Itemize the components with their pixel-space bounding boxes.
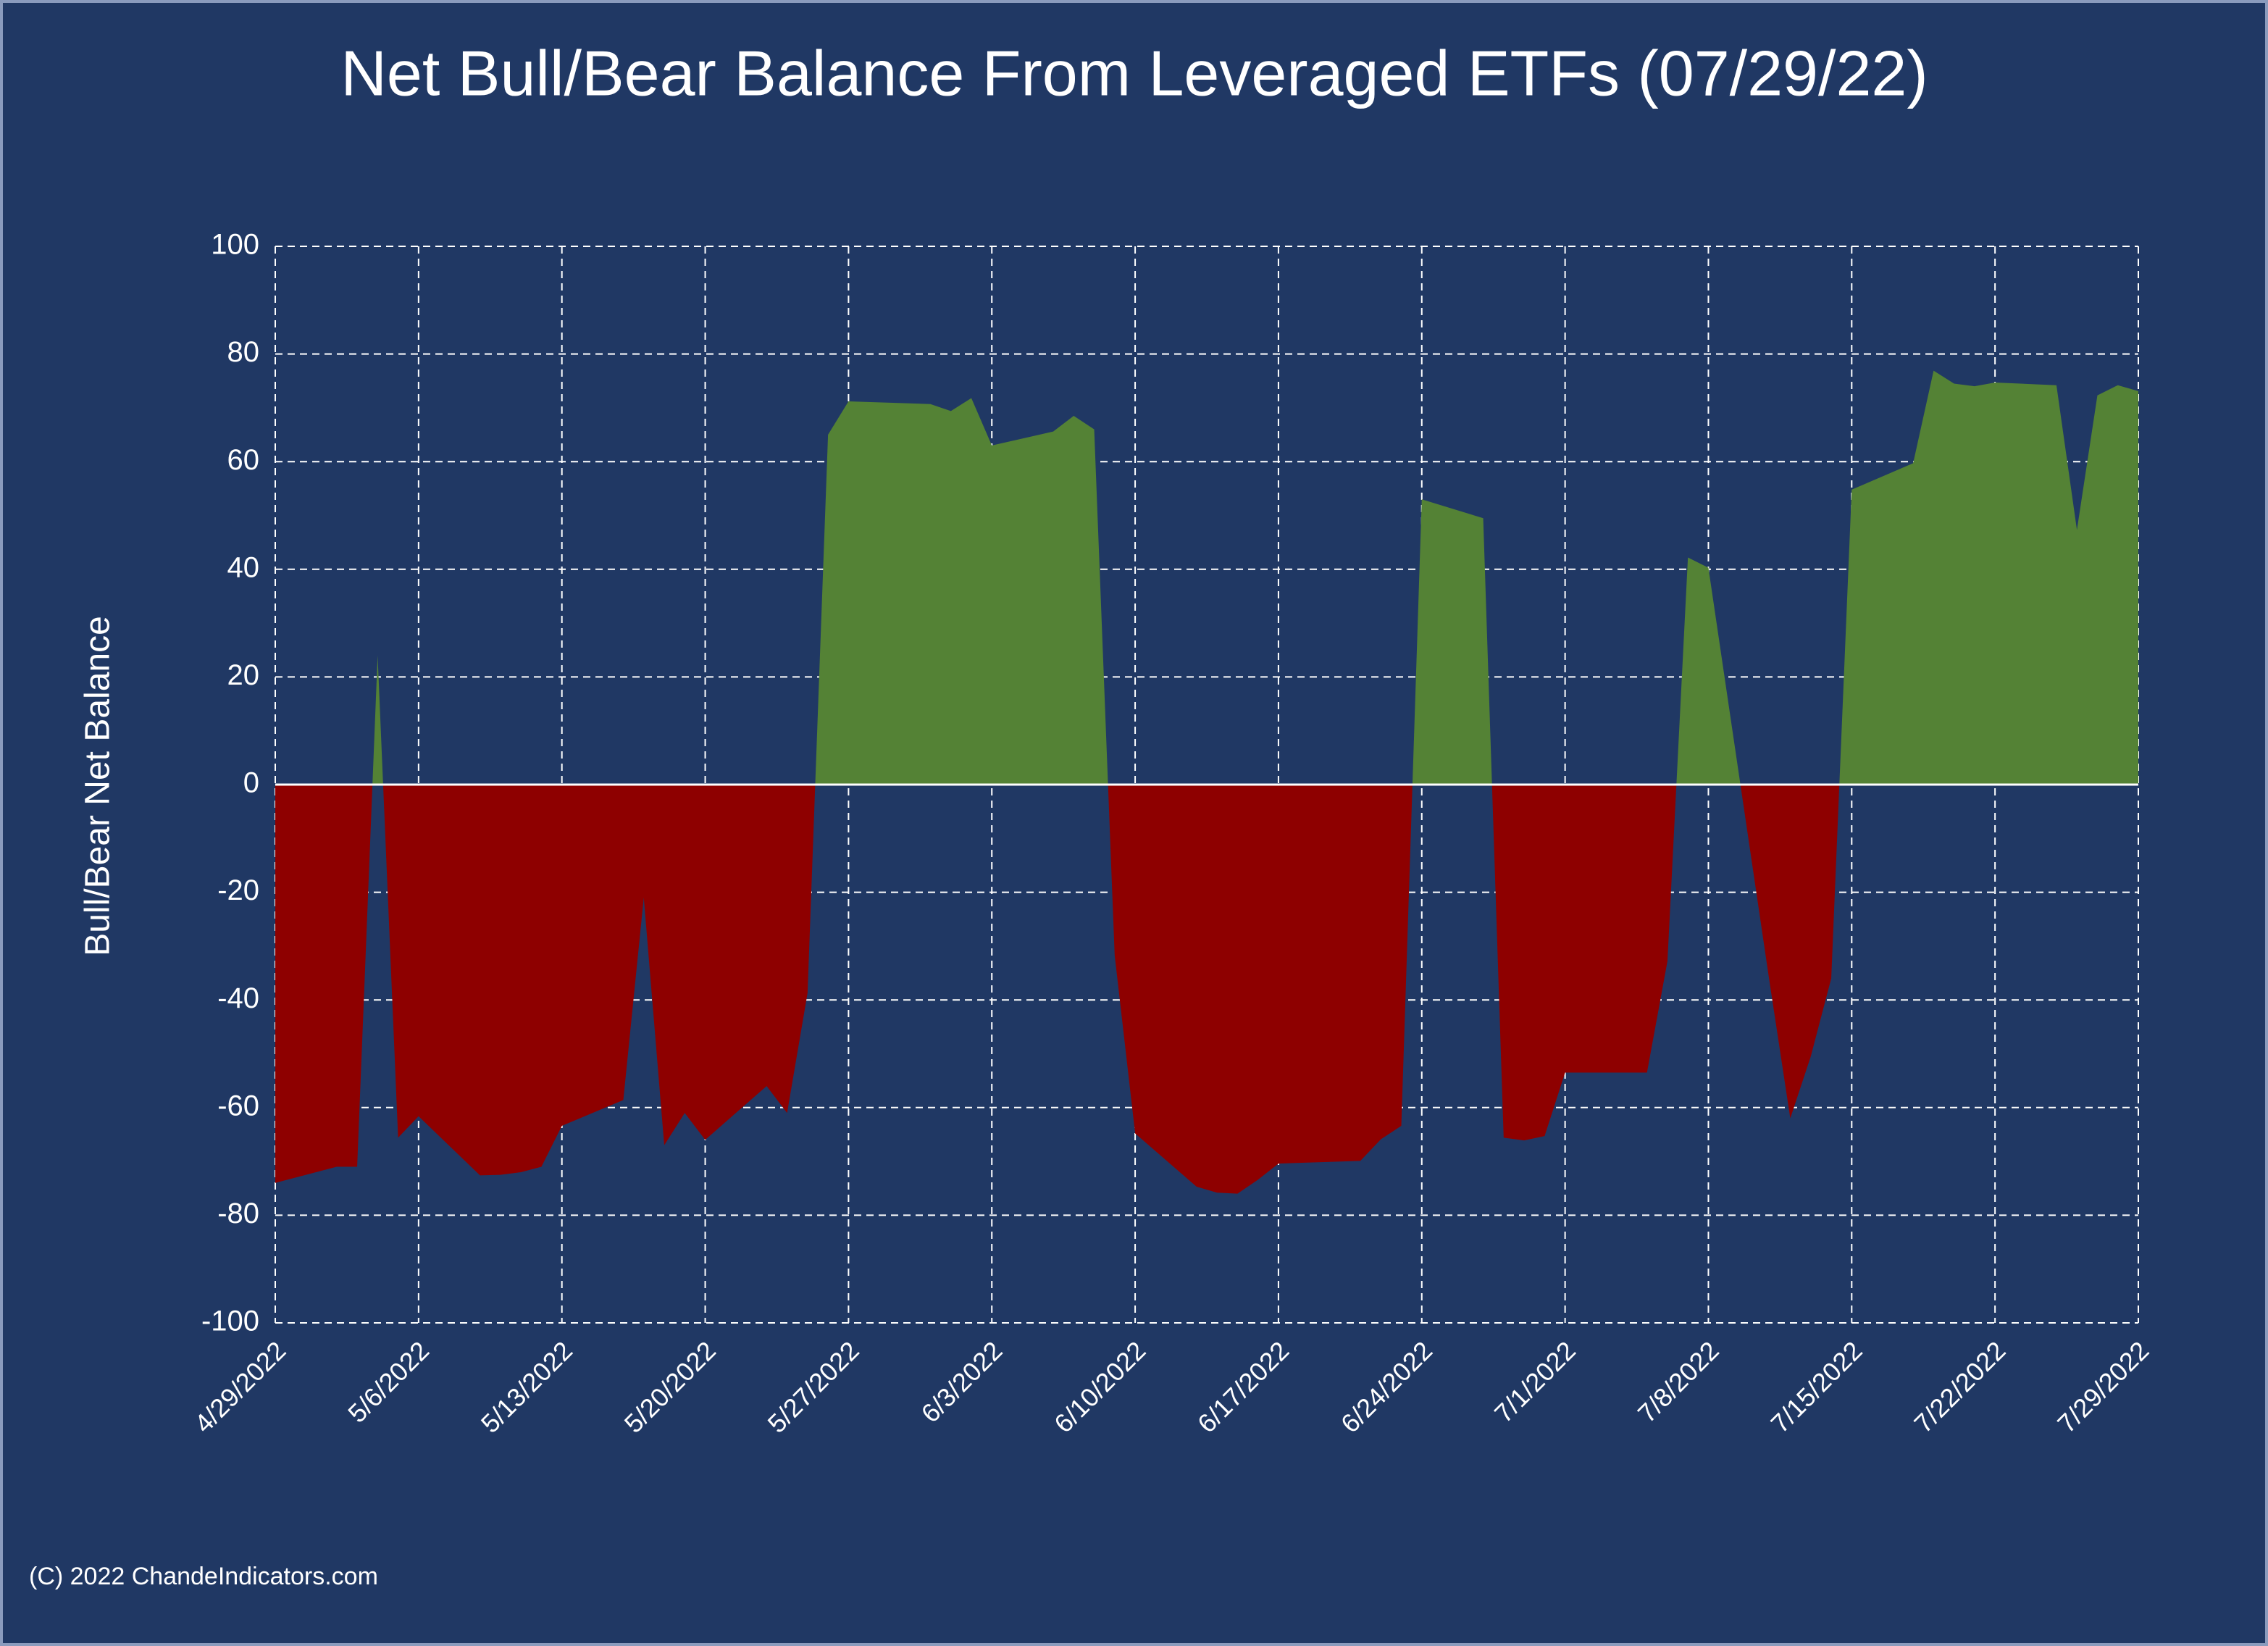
y-tick-label: 80: [227, 336, 260, 368]
y-tick-label: 100: [211, 229, 259, 261]
y-tick-label: -80: [217, 1198, 259, 1229]
y-axis-label: Bull/Bear Net Balance: [79, 616, 117, 956]
y-tick-label: 20: [227, 659, 260, 691]
y-tick-label: 0: [243, 767, 259, 799]
y-tick-label: -40: [217, 982, 259, 1014]
y-tick-label: -20: [217, 874, 259, 906]
y-tick-label: -100: [201, 1305, 259, 1337]
y-tick-label: 60: [227, 444, 260, 476]
area-negative: [275, 785, 2138, 1194]
y-tick-label: -60: [217, 1090, 259, 1121]
y-tick-label: 40: [227, 551, 260, 583]
chart-title: Net Bull/Bear Balance From Leveraged ETF…: [340, 37, 1928, 109]
footer: (C) 2022 ChandeIndicators.com: [29, 1563, 378, 1590]
area-positive: [275, 370, 2138, 785]
